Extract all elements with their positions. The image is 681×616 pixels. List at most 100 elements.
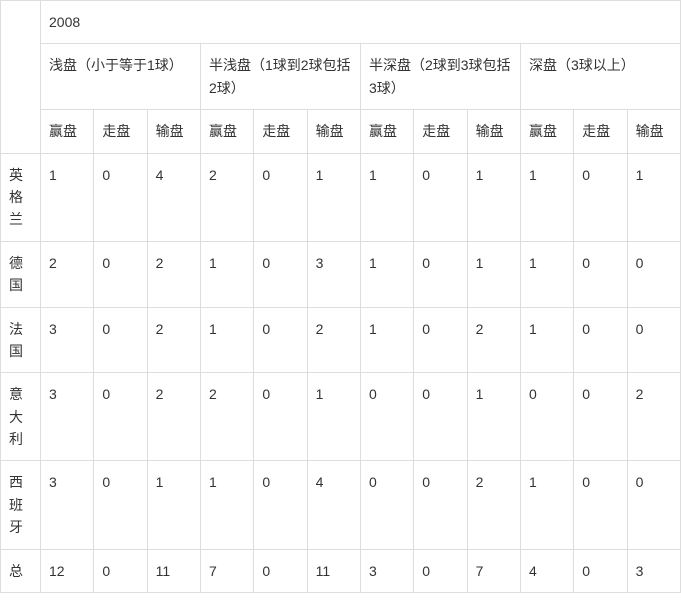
- table-row: 英格兰104201101101: [1, 153, 681, 241]
- cell: 0: [414, 241, 467, 307]
- cell: 0: [254, 153, 307, 241]
- cell: 3: [307, 241, 360, 307]
- row-label: 总: [1, 549, 41, 592]
- cell: 0: [94, 461, 147, 549]
- cell: 0: [574, 549, 627, 592]
- group-header-3: 深盘（3球以上）: [520, 44, 680, 110]
- cell: 3: [41, 461, 94, 549]
- cell: 1: [147, 461, 200, 549]
- cell: 12: [41, 549, 94, 592]
- cell: 0: [94, 307, 147, 373]
- cell: 3: [360, 549, 413, 592]
- cell: 0: [627, 461, 680, 549]
- subcol-3-0: 赢盘: [520, 110, 573, 153]
- cell: 2: [467, 461, 520, 549]
- cell: 0: [574, 241, 627, 307]
- cell: 3: [627, 549, 680, 592]
- cell: 2: [200, 153, 253, 241]
- corner-cell: [1, 1, 41, 154]
- row-label: 德国: [1, 241, 41, 307]
- cell: 2: [627, 373, 680, 461]
- cell: 1: [41, 153, 94, 241]
- cell: 2: [41, 241, 94, 307]
- cell: 1: [627, 153, 680, 241]
- subcol-0-2: 输盘: [147, 110, 200, 153]
- cell: 2: [307, 307, 360, 373]
- subcol-1-0: 赢盘: [200, 110, 253, 153]
- subcol-0-1: 走盘: [94, 110, 147, 153]
- cell: 1: [467, 241, 520, 307]
- cell: 0: [360, 373, 413, 461]
- cell: 1: [200, 241, 253, 307]
- table-row: 意大利302201001002: [1, 373, 681, 461]
- cell: 0: [254, 307, 307, 373]
- row-label: 法国: [1, 307, 41, 373]
- cell: 2: [147, 307, 200, 373]
- cell: 3: [41, 373, 94, 461]
- subcol-0-0: 赢盘: [41, 110, 94, 153]
- cell: 0: [254, 241, 307, 307]
- cell: 0: [254, 549, 307, 592]
- cell: 0: [414, 373, 467, 461]
- cell: 1: [360, 153, 413, 241]
- cell: 11: [307, 549, 360, 592]
- table-body: 英格兰104201101101德国202103101100法国302102102…: [1, 153, 681, 592]
- cell: 0: [627, 241, 680, 307]
- cell: 7: [467, 549, 520, 592]
- cell: 1: [360, 241, 413, 307]
- cell: 0: [414, 153, 467, 241]
- table-row: 德国202103101100: [1, 241, 681, 307]
- stats-table: 2008 浅盘（小于等于1球） 半浅盘（1球到2球包括2球） 半深盘（2球到3球…: [0, 0, 681, 593]
- cell: 1: [520, 153, 573, 241]
- row-label: 英格兰: [1, 153, 41, 241]
- group-header-1: 半浅盘（1球到2球包括2球）: [200, 44, 360, 110]
- cell: 2: [467, 307, 520, 373]
- subcol-3-2: 输盘: [627, 110, 680, 153]
- cell: 0: [94, 153, 147, 241]
- row-label: 西班牙: [1, 461, 41, 549]
- subcol-1-1: 走盘: [254, 110, 307, 153]
- cell: 0: [94, 549, 147, 592]
- table-row: 西班牙301104002100: [1, 461, 681, 549]
- cell: 0: [360, 461, 413, 549]
- cell: 1: [520, 307, 573, 373]
- cell: 4: [147, 153, 200, 241]
- cell: 1: [520, 241, 573, 307]
- cell: 1: [200, 461, 253, 549]
- cell: 1: [360, 307, 413, 373]
- cell: 3: [41, 307, 94, 373]
- cell: 0: [574, 153, 627, 241]
- cell: 1: [200, 307, 253, 373]
- cell: 11: [147, 549, 200, 592]
- subcol-row: 赢盘 走盘 输盘 赢盘 走盘 输盘 赢盘 走盘 输盘 赢盘 走盘 输盘: [1, 110, 681, 153]
- cell: 2: [147, 373, 200, 461]
- cell: 0: [94, 373, 147, 461]
- cell: 0: [414, 461, 467, 549]
- table-row: 法国302102102100: [1, 307, 681, 373]
- cell: 0: [574, 461, 627, 549]
- cell: 0: [627, 307, 680, 373]
- group-header-0: 浅盘（小于等于1球）: [41, 44, 201, 110]
- year-row: 2008: [1, 1, 681, 44]
- cell: 0: [254, 373, 307, 461]
- cell: 0: [414, 549, 467, 592]
- subcol-2-2: 输盘: [467, 110, 520, 153]
- cell: 0: [254, 461, 307, 549]
- row-label: 意大利: [1, 373, 41, 461]
- subcol-1-2: 输盘: [307, 110, 360, 153]
- cell: 1: [307, 373, 360, 461]
- cell: 2: [147, 241, 200, 307]
- group-header-2: 半深盘（2球到3球包括3球）: [360, 44, 520, 110]
- cell: 0: [574, 307, 627, 373]
- cell: 1: [467, 373, 520, 461]
- cell: 0: [520, 373, 573, 461]
- cell: 4: [520, 549, 573, 592]
- cell: 0: [94, 241, 147, 307]
- cell: 4: [307, 461, 360, 549]
- cell: 7: [200, 549, 253, 592]
- table-row: 总120117011307403: [1, 549, 681, 592]
- cell: 0: [574, 373, 627, 461]
- cell: 0: [414, 307, 467, 373]
- cell: 1: [307, 153, 360, 241]
- subcol-3-1: 走盘: [574, 110, 627, 153]
